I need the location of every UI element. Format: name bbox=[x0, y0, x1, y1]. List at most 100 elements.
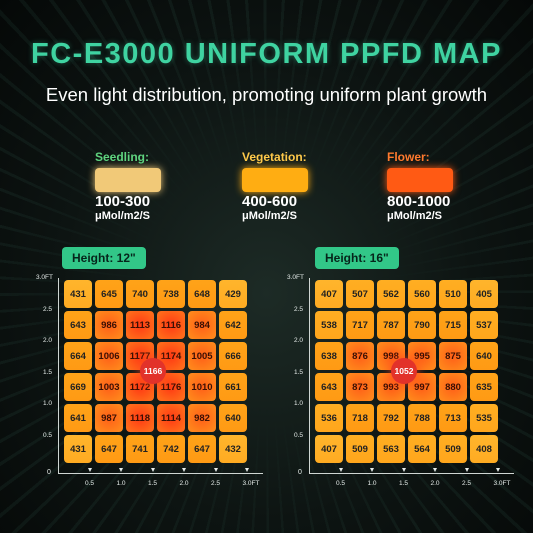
ppfd-cell: 431 bbox=[64, 280, 92, 308]
ppfd-cell: 640 bbox=[470, 342, 498, 370]
x-tick-label: 1.5 bbox=[399, 480, 409, 487]
ppfd-cell: 1003 bbox=[95, 373, 123, 401]
x-tick-label: 2.5 bbox=[462, 480, 472, 487]
ppfd-cell: 405 bbox=[470, 280, 498, 308]
ppfd-cell: 643 bbox=[315, 373, 343, 401]
x-tick-label: 3.0FT bbox=[493, 480, 511, 487]
legend-seedling: Seedling: 100-300 μMol/m2/S bbox=[95, 150, 205, 223]
ppfd-cell: 984 bbox=[188, 311, 216, 339]
ppfd-cell: 717 bbox=[346, 311, 374, 339]
legend-vegetation: Vegetation: 400-600 μMol/m2/S bbox=[242, 150, 352, 223]
ppfd-cell: 509 bbox=[346, 435, 374, 463]
ppfd-cell: 1006 bbox=[95, 342, 123, 370]
ppfd-cell: 535 bbox=[470, 404, 498, 432]
ppfd-cell: 876 bbox=[346, 342, 374, 370]
ppfd-cell: 640 bbox=[219, 404, 247, 432]
ppfd-cell: 538 bbox=[315, 311, 343, 339]
x-tick-mark bbox=[182, 468, 186, 472]
ppfd-cell: 1113 bbox=[126, 311, 154, 339]
y-axis bbox=[58, 278, 59, 474]
x-tick-label: 1.0 bbox=[116, 480, 126, 487]
legend-label: Seedling: bbox=[95, 150, 150, 164]
y-axis bbox=[309, 278, 310, 474]
ppfd-cell: 982 bbox=[188, 404, 216, 432]
ppfd-cell: 648 bbox=[188, 280, 216, 308]
ppfd-cell: 562 bbox=[377, 280, 405, 308]
y-tick-label: 2.0 bbox=[294, 337, 304, 344]
ppfd-cell: 997 bbox=[408, 373, 436, 401]
center-value-badge: 1166 bbox=[140, 358, 166, 384]
ppfd-cell: 429 bbox=[219, 280, 247, 308]
x-tick-mark bbox=[464, 468, 469, 472]
ppfd-cell: 509 bbox=[439, 435, 467, 463]
page-title: FC-E3000 UNIFORM PPFD MAP bbox=[31, 38, 502, 70]
x-tick-label: 0.5 bbox=[336, 480, 346, 487]
ppfd-cell: 1114 bbox=[157, 404, 185, 432]
legend-unit: μMol/m2/S bbox=[387, 210, 443, 222]
y-tick-label: 1.0 bbox=[43, 400, 53, 407]
legend-unit: μMol/m2/S bbox=[95, 210, 151, 222]
ppfd-cell: 536 bbox=[315, 404, 343, 432]
ppfd-cell: 787 bbox=[377, 311, 405, 339]
ppfd-cell: 742 bbox=[157, 435, 185, 463]
y-tick-label: 2.0 bbox=[43, 337, 53, 344]
ppfd-cell: 715 bbox=[439, 311, 467, 339]
x-tick-mark bbox=[433, 468, 437, 472]
legend-swatch bbox=[95, 168, 161, 192]
origin-label: 0 bbox=[47, 469, 51, 476]
ppfd-cell: 507 bbox=[346, 280, 374, 308]
ppfd-cell: 647 bbox=[188, 435, 216, 463]
ppfd-cell: 642 bbox=[219, 311, 247, 339]
legend-swatch bbox=[387, 168, 453, 192]
ppfd-cell: 564 bbox=[408, 435, 436, 463]
ppfd-cell: 664 bbox=[64, 342, 92, 370]
ppfd-cell: 661 bbox=[219, 373, 247, 401]
legend-range: 100-300 bbox=[95, 193, 151, 210]
height-badge-16: Height: 16" bbox=[315, 247, 399, 269]
ppfd-cell: 788 bbox=[408, 404, 436, 432]
x-tick-label: 2.0 bbox=[179, 480, 189, 487]
ppfd-grid: 431 645 740 738 648 429 643 986 1113 1116 984 642 66… bbox=[62, 278, 250, 466]
ppfd-cell: 718 bbox=[346, 404, 374, 432]
ppfd-cell: 1005 bbox=[188, 342, 216, 370]
legend-range: 800-1000 bbox=[387, 193, 451, 210]
page-subtitle: Even light distribution, promoting unifo… bbox=[45, 84, 488, 105]
x-tick-mark bbox=[245, 468, 249, 472]
ppfd-cell: 669 bbox=[64, 373, 92, 401]
ppfd-cell: 1116 bbox=[157, 311, 185, 339]
ppfd-cell: 641 bbox=[64, 404, 92, 432]
legend-unit: μMol/m2/S bbox=[242, 210, 298, 222]
ppfd-cell: 560 bbox=[408, 280, 436, 308]
x-tick-mark bbox=[150, 468, 155, 472]
x-tick-label: 2.0 bbox=[430, 480, 440, 487]
x-tick-mark bbox=[213, 468, 218, 472]
x-tick-mark bbox=[496, 468, 500, 472]
legend-label: Flower: bbox=[387, 150, 430, 164]
ppfd-cell: 635 bbox=[470, 373, 498, 401]
center-value-badge: 1052 bbox=[391, 358, 417, 384]
y-tick-label: 0.5 bbox=[294, 431, 304, 439]
x-tick-mark bbox=[401, 468, 406, 472]
ppfd-cell: 638 bbox=[315, 342, 343, 370]
ppfd-cell: 740 bbox=[126, 280, 154, 308]
ppfd-cell: 986 bbox=[95, 311, 123, 339]
x-tick-mark bbox=[87, 468, 92, 472]
ppfd-cell: 987 bbox=[95, 404, 123, 432]
x-tick-label: 0.5 bbox=[85, 480, 95, 487]
y-tick-label: 3.0FT bbox=[287, 274, 304, 281]
ppfd-cell: 666 bbox=[219, 342, 247, 370]
legend-label: Vegetation: bbox=[242, 150, 307, 164]
x-axis bbox=[309, 473, 514, 474]
x-tick-label: 2.5 bbox=[211, 480, 221, 487]
legend-flower: Flower: 800-1000 μMol/m2/S bbox=[387, 150, 497, 223]
ppfd-cell: 407 bbox=[315, 280, 343, 308]
ppfd-cell: 432 bbox=[219, 435, 247, 463]
ppfd-cell: 645 bbox=[95, 280, 123, 308]
ppfd-cell: 873 bbox=[346, 373, 374, 401]
legend-swatch bbox=[242, 168, 308, 192]
y-tick-label: 3.0FT bbox=[36, 274, 53, 281]
ppfd-cell: 792 bbox=[377, 404, 405, 432]
ppfd-cell: 408 bbox=[470, 435, 498, 463]
ppfd-cell: 407 bbox=[315, 435, 343, 463]
x-tick-label: 3.0FT bbox=[242, 480, 260, 487]
